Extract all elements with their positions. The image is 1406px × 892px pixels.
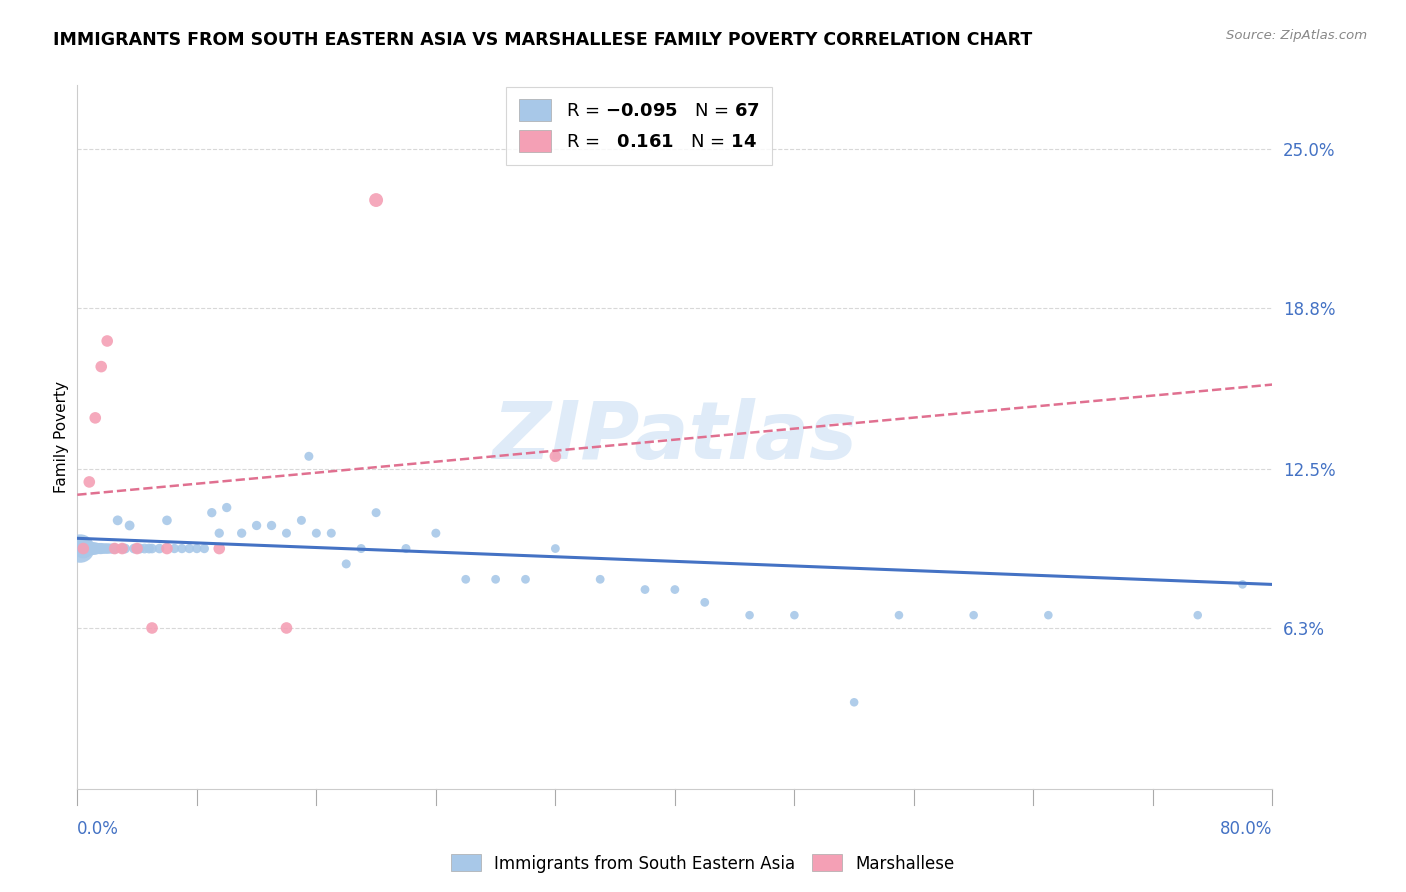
Point	[366, 193, 388, 207]
Point	[84, 541, 107, 556]
Legend: R = $\mathbf{-0.095}$   N = $\mathbf{67}$, R =   $\mathbf{0.161}$   N = $\mathbf: R = $\mathbf{-0.095}$ N = $\mathbf{67}$,…	[506, 87, 772, 165]
Point	[664, 582, 686, 597]
Point	[208, 526, 231, 541]
Point	[276, 526, 298, 541]
Point	[111, 541, 134, 556]
Point	[104, 541, 127, 556]
Point	[73, 541, 96, 556]
Point	[75, 541, 97, 556]
Text: Source: ZipAtlas.com: Source: ZipAtlas.com	[1226, 29, 1367, 42]
Point	[276, 621, 298, 635]
Point	[231, 526, 253, 541]
Point	[96, 541, 118, 556]
Point	[887, 608, 910, 623]
Point	[141, 621, 163, 635]
Point	[544, 450, 567, 464]
Point	[1038, 608, 1060, 623]
Point	[134, 541, 156, 556]
Text: 0.0%: 0.0%	[77, 820, 120, 838]
Point	[72, 541, 94, 556]
Point	[215, 500, 238, 515]
Point	[122, 541, 145, 556]
Point	[163, 541, 186, 556]
Point	[485, 572, 508, 586]
Point	[107, 513, 129, 527]
Point	[208, 541, 231, 556]
Point	[156, 541, 179, 556]
Point	[98, 541, 121, 556]
Text: ZIPatlas: ZIPatlas	[492, 398, 858, 476]
Point	[246, 518, 269, 533]
Point	[260, 518, 283, 533]
Point	[82, 541, 104, 556]
Point	[90, 541, 112, 556]
Point	[193, 541, 215, 556]
Text: 80.0%: 80.0%	[1220, 820, 1272, 838]
Point	[544, 541, 567, 556]
Point	[104, 541, 127, 556]
Point	[114, 541, 136, 556]
Point	[179, 541, 201, 556]
Point	[83, 541, 105, 556]
Point	[963, 608, 986, 623]
Point	[72, 541, 94, 556]
Point	[425, 526, 447, 541]
Point	[118, 518, 141, 533]
Point	[170, 541, 193, 556]
Point	[69, 541, 91, 556]
Point	[84, 410, 107, 425]
Point	[89, 541, 111, 556]
Point	[90, 359, 112, 374]
Point	[1187, 608, 1209, 623]
Point	[454, 572, 477, 586]
Point	[298, 450, 321, 464]
Legend: Immigrants from South Eastern Asia, Marshallese: Immigrants from South Eastern Asia, Mars…	[444, 847, 962, 880]
Point	[141, 541, 163, 556]
Point	[290, 513, 312, 527]
Point	[395, 541, 418, 556]
Point	[634, 582, 657, 597]
Point	[111, 541, 134, 556]
Point	[148, 541, 170, 556]
Point	[321, 526, 343, 541]
Point	[305, 526, 328, 541]
Point	[1232, 577, 1254, 591]
Point	[201, 506, 224, 520]
Point	[844, 695, 866, 709]
Point	[693, 595, 716, 609]
Point	[129, 541, 152, 556]
Point	[93, 541, 115, 556]
Point	[79, 541, 101, 556]
Point	[127, 541, 149, 556]
Point	[350, 541, 373, 556]
Y-axis label: Family Poverty: Family Poverty	[53, 381, 69, 493]
Point	[127, 541, 149, 556]
Point	[366, 506, 388, 520]
Point	[335, 557, 357, 571]
Point	[589, 572, 612, 586]
Text: IMMIGRANTS FROM SOUTH EASTERN ASIA VS MARSHALLESE FAMILY POVERTY CORRELATION CHA: IMMIGRANTS FROM SOUTH EASTERN ASIA VS MA…	[53, 31, 1032, 49]
Point	[76, 541, 98, 556]
Point	[96, 334, 118, 348]
Point	[103, 541, 124, 556]
Point	[783, 608, 806, 623]
Point	[156, 513, 179, 527]
Point	[79, 475, 101, 489]
Point	[138, 541, 160, 556]
Point	[186, 541, 208, 556]
Point	[86, 541, 108, 556]
Point	[515, 572, 537, 586]
Point	[738, 608, 761, 623]
Point	[80, 541, 103, 556]
